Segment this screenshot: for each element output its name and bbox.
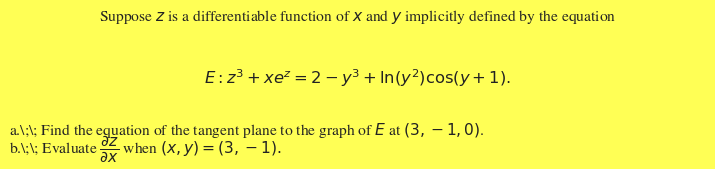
Text: $E : z^3 + xe^z = 2 - y^3 + \ln(y^2)\cos(y + 1).$: $E : z^3 + xe^z = 2 - y^3 + \ln(y^2)\cos… [204,68,511,89]
Text: a.\;\; Find the equation of the tangent plane to the graph of $E$ at $(3, -1, 0): a.\;\; Find the equation of the tangent … [9,121,484,140]
Text: Suppose $z$ is a differentiable function of $x$ and $y$ implicitly defined by th: Suppose $z$ is a differentiable function… [99,8,616,26]
Text: b.\;\; Evaluate $\dfrac{\partial z}{\partial x}$ when $(x, y) = (3, -1).$: b.\;\; Evaluate $\dfrac{\partial z}{\par… [9,133,281,164]
